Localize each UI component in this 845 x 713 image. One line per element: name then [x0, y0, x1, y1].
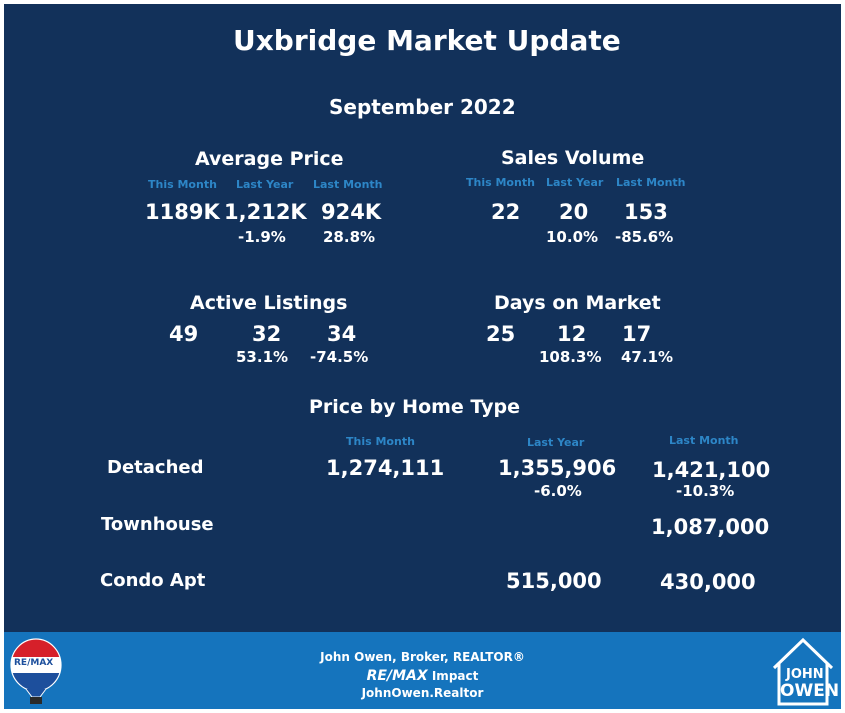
home-type-this-month-label: This Month — [346, 435, 415, 448]
sales-volume-last-year: 20 — [559, 200, 589, 224]
john-owen-logo-line2: OWEN — [780, 681, 840, 701]
days-on-market-change-last-month: 47.1% — [621, 348, 674, 366]
sales-volume-this-month: 22 — [491, 200, 521, 224]
sales-volume-title: Sales Volume — [501, 147, 645, 169]
sales-volume-this-month-label: This Month — [466, 176, 535, 189]
footer-brokerage-name: Impact — [431, 669, 479, 683]
john-owen-house-logo: JOHN OWEN — [770, 636, 840, 706]
active-listings-last-month: 34 — [327, 322, 357, 346]
footer-agent-name: John Owen, Broker, REALTOR® — [320, 650, 525, 664]
home-type-last-month-label: Last Month — [669, 434, 739, 447]
average-price-last-month: 924K — [321, 200, 382, 224]
detached-change-last-month: -10.3% — [676, 482, 735, 500]
footer-bar: RE/MAX John Owen, Broker, REALTOR® RE/MA… — [4, 632, 841, 709]
remax-balloon-logo-text: RE/MAX — [14, 658, 54, 668]
home-type-detached-label: Detached — [107, 457, 204, 478]
days-on-market-title: Days on Market — [494, 292, 661, 314]
footer-website: JohnOwen.Realtor — [361, 686, 484, 700]
sales-volume-last-month: 153 — [624, 200, 668, 224]
average-price-title: Average Price — [195, 148, 344, 170]
page-title: Uxbridge Market Update — [233, 24, 621, 57]
average-price-this-month: 1189K — [145, 200, 220, 224]
days-on-market-change-last-year: 108.3% — [539, 348, 602, 366]
sales-volume-change-last-year: 10.0% — [546, 228, 599, 246]
average-price-change-last-year: -1.9% — [238, 228, 286, 246]
home-type-condo-apt-label: Condo Apt — [100, 570, 206, 591]
sales-volume-last-year-label: Last Year — [546, 176, 604, 189]
detached-change-last-year: -6.0% — [534, 482, 582, 500]
active-listings-change-last-year: 53.1% — [236, 348, 289, 366]
detached-last-month: 1,421,100 — [652, 458, 771, 482]
home-type-last-year-label: Last Year — [527, 436, 585, 449]
average-price-last-month-label: Last Month — [313, 178, 383, 191]
price-by-home-type-title: Price by Home Type — [309, 396, 521, 418]
detached-last-year: 1,355,906 — [498, 456, 617, 480]
detached-this-month: 1,274,111 — [326, 456, 445, 480]
home-type-townhouse-label: Townhouse — [101, 514, 214, 535]
townhouse-last-month: 1,087,000 — [651, 515, 770, 539]
days-on-market-last-month: 17 — [622, 322, 652, 346]
active-listings-last-year: 32 — [252, 322, 282, 346]
days-on-market-last-year: 12 — [557, 322, 587, 346]
sales-volume-last-month-label: Last Month — [616, 176, 686, 189]
active-listings-change-last-month: -74.5% — [310, 348, 369, 366]
period-label: September 2022 — [329, 95, 516, 119]
average-price-last-year-label: Last Year — [236, 178, 294, 191]
footer-brokerage: RE/MAX Impact — [4, 668, 841, 684]
market-update-card: Uxbridge Market Update September 2022 Av… — [4, 4, 841, 709]
remax-balloon-logo: RE/MAX — [8, 637, 64, 707]
condo-apt-last-year: 515,000 — [506, 569, 602, 593]
condo-apt-last-month: 430,000 — [660, 570, 756, 594]
days-on-market-this-month: 25 — [486, 322, 516, 346]
average-price-this-month-label: This Month — [148, 178, 217, 191]
john-owen-logo-line1: JOHN — [786, 667, 824, 682]
active-listings-title: Active Listings — [190, 292, 348, 314]
average-price-change-last-month: 28.8% — [323, 228, 376, 246]
active-listings-this-month: 49 — [169, 322, 199, 346]
footer-brokerage-brand: RE/MAX — [366, 668, 428, 684]
sales-volume-change-last-month: -85.6% — [615, 228, 674, 246]
average-price-last-year: 1,212K — [224, 200, 307, 224]
